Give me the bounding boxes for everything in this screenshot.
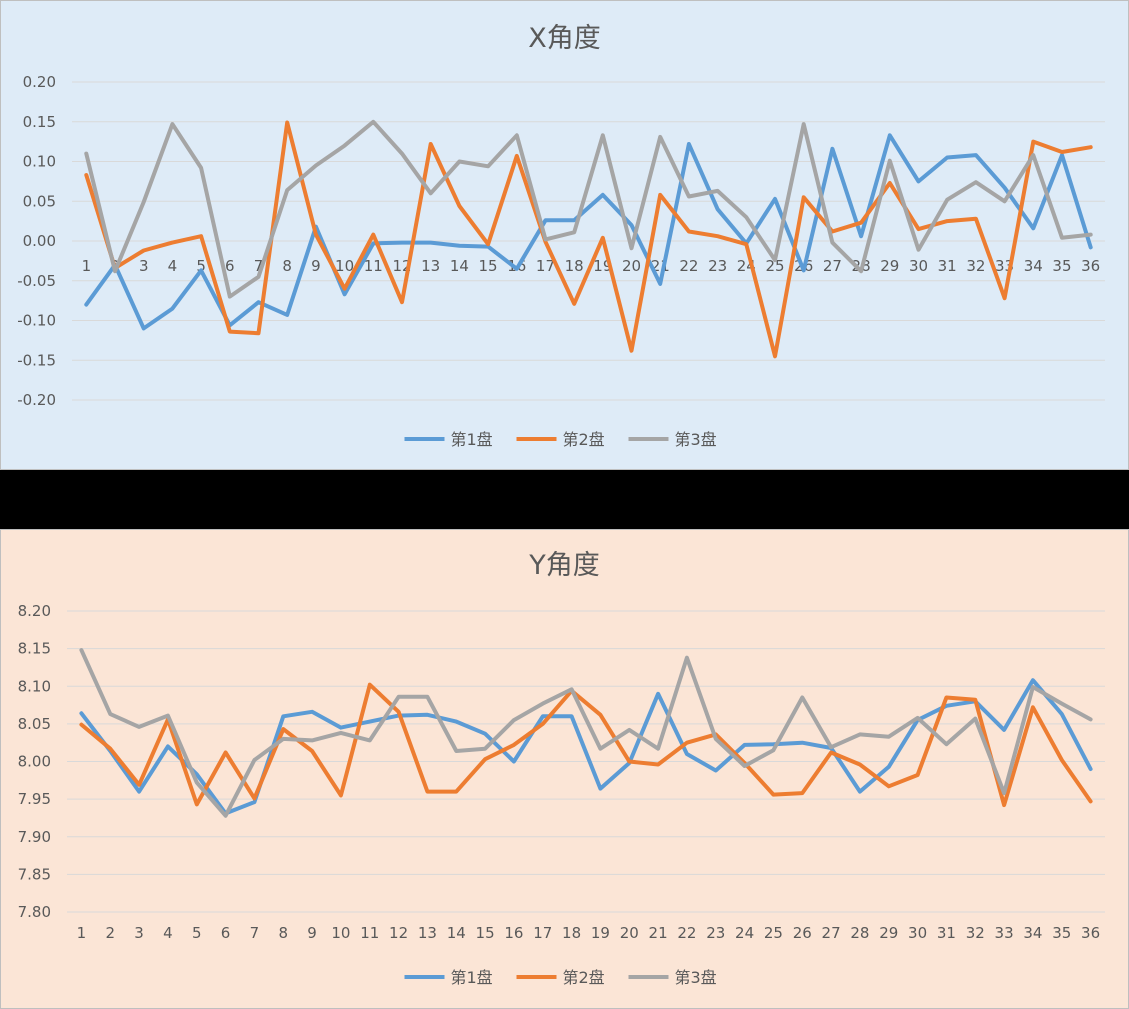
y-angle-chart-panel: Y角度 8.20 8.15 8.10 8.05 8.00 7.95 7.90 7.85 7.80 1… xyxy=(0,529,1129,1009)
x-tick-label: 29 xyxy=(880,257,899,275)
y-tick-label: 8.00 xyxy=(18,753,51,771)
x-tick-label: 7 xyxy=(250,924,260,942)
x-tick-label: 3 xyxy=(134,924,144,942)
x-tick-label: 32 xyxy=(966,924,985,942)
x-tick-label: 12 xyxy=(389,924,408,942)
x-tick-label: 35 xyxy=(1052,924,1071,942)
x-tick-label: 15 xyxy=(479,257,498,275)
x-tick-label: 36 xyxy=(1081,257,1100,275)
x-tick-label: 1 xyxy=(77,924,87,942)
x-tick-label: 9 xyxy=(311,257,321,275)
x-tick-label: 6 xyxy=(225,257,235,275)
x-tick-label: 25 xyxy=(765,257,784,275)
y-tick-label: 0.15 xyxy=(23,113,56,131)
x-angle-chart: X角度 0.20 0.15 0.10 0.05 0.00 -0.05 -0.10 -0.15 -0… xyxy=(17,23,1105,449)
y-tick-label: 8.05 xyxy=(18,715,51,733)
legend-label-1: 第1盘 xyxy=(451,968,493,987)
y-tick-label: -0.10 xyxy=(17,312,56,330)
series-line-1 xyxy=(79,678,1093,816)
x-tick-label: 3 xyxy=(139,257,149,275)
x-tick-label: 20 xyxy=(620,924,639,942)
x-tick-label: 17 xyxy=(536,257,555,275)
x-tick-label: 6 xyxy=(221,924,231,942)
series-line-2 xyxy=(79,682,1093,808)
x-tick-label: 4 xyxy=(163,924,173,942)
x-tick-label: 14 xyxy=(450,257,469,275)
x-tick-label: 30 xyxy=(909,257,928,275)
x-tick-label: 28 xyxy=(850,924,869,942)
x-tick-label: 1 xyxy=(82,257,92,275)
series-line-1 xyxy=(84,133,1093,331)
y-tick-label: -0.15 xyxy=(17,351,56,369)
legend-label-3: 第3盘 xyxy=(675,968,717,987)
x-tick-label: 5 xyxy=(196,257,206,275)
x-tick-label: 29 xyxy=(879,924,898,942)
x-tick-label: 22 xyxy=(677,924,696,942)
x-tick-label: 26 xyxy=(793,924,812,942)
y-tick-label: 0.20 xyxy=(23,73,56,91)
x-tick-label: 11 xyxy=(364,257,383,275)
y-tick-label: 7.80 xyxy=(18,903,51,921)
x-tick-label: 5 xyxy=(192,924,202,942)
x-tick-label: 27 xyxy=(822,924,841,942)
y-tick-label: 7.85 xyxy=(18,865,51,883)
x-tick-label: 4 xyxy=(168,257,178,275)
x-tick-label: 13 xyxy=(421,257,440,275)
x-tick-label: 27 xyxy=(823,257,842,275)
x-tick-label: 13 xyxy=(418,924,437,942)
chart-title: X角度 xyxy=(528,23,601,54)
x-tick-label: 23 xyxy=(706,924,725,942)
chart-title: Y角度 xyxy=(528,550,600,581)
legend-label-2: 第2盘 xyxy=(563,430,605,449)
x-tick-label: 32 xyxy=(966,257,985,275)
x-tick-label: 34 xyxy=(1024,257,1043,275)
y-angle-chart: Y角度 8.20 8.15 8.10 8.05 8.00 7.95 7.90 7.85 7.80 1… xyxy=(18,550,1105,987)
x-tick-label: 15 xyxy=(476,924,495,942)
y-tick-label: 0.10 xyxy=(23,153,56,171)
x-tick-label: 31 xyxy=(938,257,957,275)
y-tick-label: 7.90 xyxy=(18,828,51,846)
x-tick-label: 36 xyxy=(1081,924,1100,942)
x-tick-label: 17 xyxy=(533,924,552,942)
x-tick-label: 31 xyxy=(937,924,956,942)
y-tick-label: 0.00 xyxy=(23,232,56,250)
x-tick-label: 33 xyxy=(995,924,1014,942)
x-tick-label: 22 xyxy=(679,257,698,275)
x-tick-label: 11 xyxy=(360,924,379,942)
y-tick-label: 8.20 xyxy=(18,602,51,620)
x-tick-label: 25 xyxy=(764,924,783,942)
y-tick-label: 0.05 xyxy=(23,192,56,210)
y-tick-label: -0.05 xyxy=(17,272,56,290)
x-tick-label: 16 xyxy=(504,924,523,942)
x-tick-label: 18 xyxy=(565,257,584,275)
legend-label-2: 第2盘 xyxy=(563,968,605,987)
x-tick-label: 30 xyxy=(908,924,927,942)
y-tick-label: 8.15 xyxy=(18,640,51,658)
x-tick-label: 8 xyxy=(282,257,292,275)
y-tick-label: 8.10 xyxy=(18,677,51,695)
x-tick-label: 8 xyxy=(278,924,288,942)
x-tick-label: 21 xyxy=(649,924,668,942)
x-tick-label: 18 xyxy=(562,924,581,942)
legend-label-3: 第3盘 xyxy=(675,430,717,449)
x-tick-label: 7 xyxy=(254,257,264,275)
x-tick-label: 19 xyxy=(591,924,610,942)
x-tick-label: 2 xyxy=(105,924,115,942)
x-tick-label: 23 xyxy=(708,257,727,275)
legend-label-1: 第1盘 xyxy=(451,430,493,449)
y-tick-label: -0.20 xyxy=(17,391,56,409)
series-line-3 xyxy=(84,119,1093,299)
x-angle-chart-panel: X角度 0.20 0.15 0.10 0.05 0.00 -0.05 -0.10 -0.15 -0… xyxy=(0,0,1129,470)
x-tick-label: 10 xyxy=(335,257,354,275)
x-tick-label: 35 xyxy=(1052,257,1071,275)
series-line-3 xyxy=(79,648,1093,818)
x-tick-label: 24 xyxy=(735,924,754,942)
x-tick-label: 20 xyxy=(622,257,641,275)
series-line-2 xyxy=(84,120,1093,359)
y-tick-label: 7.95 xyxy=(18,790,51,808)
x-tick-label: 34 xyxy=(1023,924,1042,942)
x-tick-label: 10 xyxy=(331,924,350,942)
x-tick-label: 9 xyxy=(307,924,317,942)
x-tick-label: 14 xyxy=(447,924,466,942)
